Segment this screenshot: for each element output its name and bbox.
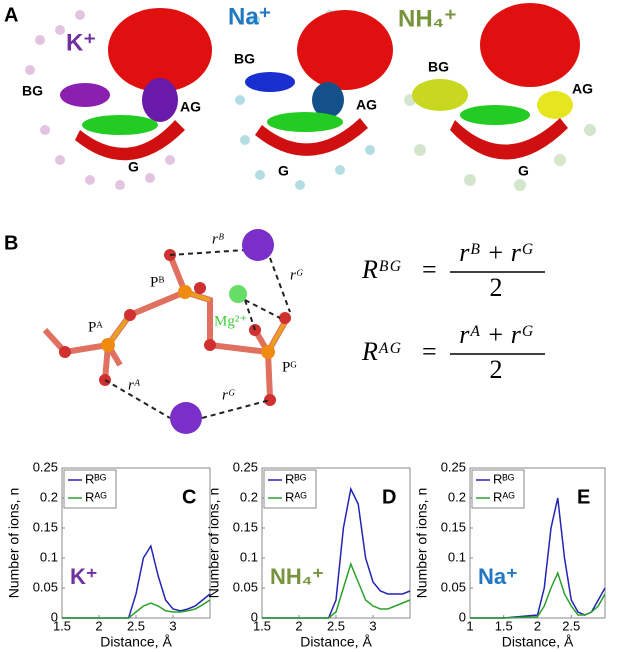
x-tick-label: 2 xyxy=(95,618,102,633)
y-axis-label: Number of ions, n xyxy=(6,488,22,599)
x-tick-label: 1.5 xyxy=(53,618,71,633)
x-axis-label: Distance, Å xyxy=(502,634,574,650)
y-tick-label: 0.05 xyxy=(441,579,466,594)
legend-label: Rᴬᴳ xyxy=(85,489,107,504)
panel-label: E xyxy=(577,486,590,508)
site-label: AG xyxy=(180,99,201,115)
ion-label: NH₄⁺ xyxy=(270,564,324,589)
y-tick-label: 0 xyxy=(251,609,258,624)
y-axis-label: Number of ions, n xyxy=(206,488,222,599)
y-tick-label: 0 xyxy=(459,609,466,624)
atom-label: Pᴳ xyxy=(282,359,297,375)
y-tick-label: 0.1 xyxy=(448,549,466,564)
y-tick-label: 0.15 xyxy=(233,519,258,534)
atom-label: Mg²⁺ xyxy=(214,313,247,329)
equation-numerator: rᴬ + rᴳ xyxy=(459,320,533,349)
site-label: G xyxy=(518,163,529,179)
panel-label: C xyxy=(182,486,196,508)
y-tick-label: 0.05 xyxy=(233,579,258,594)
site-label: BG xyxy=(22,83,43,99)
site-label: G xyxy=(278,163,289,179)
x-tick-label: 1.5 xyxy=(253,618,271,633)
series-line xyxy=(62,544,211,619)
equation-numerator: rᴮ + rᴳ xyxy=(459,238,533,267)
equation-denominator: 2 xyxy=(490,355,503,384)
distance-label: rᴳ xyxy=(222,387,235,403)
ion-label: Na⁺ xyxy=(228,3,271,30)
y-tick-label: 0.25 xyxy=(233,459,258,474)
x-tick-label: 2.5 xyxy=(127,618,145,633)
equation-lhs: Rᴮᴳ xyxy=(361,255,401,284)
x-tick-label: 1 xyxy=(466,618,473,633)
y-tick-label: 0.1 xyxy=(40,549,58,564)
x-tick-label: 2.5 xyxy=(327,618,345,633)
ion-label: K⁺ xyxy=(70,564,98,589)
legend-box xyxy=(263,469,317,509)
y-tick-label: 0.25 xyxy=(441,459,466,474)
series-line xyxy=(262,486,411,619)
series-line xyxy=(262,561,411,619)
panel-a-art xyxy=(25,3,596,191)
ion-label: Na⁺ xyxy=(478,564,518,589)
y-tick-label: 0.15 xyxy=(441,519,466,534)
y-tick-label: 0.25 xyxy=(33,459,58,474)
site-label: AG xyxy=(572,81,593,97)
x-tick-label: 2 xyxy=(534,618,541,633)
atom-label: Pᴬ xyxy=(88,319,103,335)
series-line xyxy=(62,599,211,619)
panel-label: A xyxy=(4,4,18,26)
y-tick-label: 0.1 xyxy=(240,549,258,564)
x-tick-label: 2.5 xyxy=(562,618,580,633)
panel-label: B xyxy=(4,232,18,254)
equation-denominator: 2 xyxy=(490,273,503,302)
y-axis-label: Number of ions, n xyxy=(414,488,430,599)
x-tick-label: 3 xyxy=(169,618,176,633)
y-tick-label: 0.2 xyxy=(240,489,258,504)
distance-label: rᴬ xyxy=(128,377,141,393)
site-label: AG xyxy=(356,97,377,113)
panel-b-art xyxy=(42,229,291,434)
equation-sign: = xyxy=(422,337,437,366)
equation-sign: = xyxy=(422,255,437,284)
x-tick-label: 3 xyxy=(369,618,376,633)
y-tick-label: 0 xyxy=(51,609,58,624)
equation-lhs: Rᴬᴳ xyxy=(361,337,401,366)
atom-label: Pᴮ xyxy=(150,274,164,290)
legend-label: Rᴬᴳ xyxy=(493,489,515,504)
x-tick-label: 1.5 xyxy=(495,618,513,633)
legend-box xyxy=(471,469,525,509)
x-tick-label: 2 xyxy=(295,618,302,633)
panel-label: D xyxy=(382,486,396,508)
series-line xyxy=(470,570,606,619)
distance-label: rᴮ xyxy=(212,231,224,247)
x-axis-label: Distance, Å xyxy=(300,634,372,650)
y-tick-label: 0.2 xyxy=(448,489,466,504)
site-label: BG xyxy=(234,51,255,67)
site-label: BG xyxy=(428,59,449,75)
y-tick-label: 0.05 xyxy=(33,579,58,594)
site-label: G xyxy=(128,159,139,175)
distance-label: rᴳ xyxy=(290,267,303,283)
legend-label: Rᴮᴳ xyxy=(493,471,515,486)
y-tick-label: 0.15 xyxy=(33,519,58,534)
ion-label: K⁺ xyxy=(66,29,96,56)
legend-label: Rᴮᴳ xyxy=(285,471,307,486)
ion-label: NH₄⁺ xyxy=(398,5,457,32)
legend-box xyxy=(63,469,117,509)
y-tick-label: 0.2 xyxy=(40,489,58,504)
x-axis-label: Distance, Å xyxy=(100,634,172,650)
legend-label: Rᴬᴳ xyxy=(285,489,307,504)
legend-label: Rᴮᴳ xyxy=(85,471,107,486)
